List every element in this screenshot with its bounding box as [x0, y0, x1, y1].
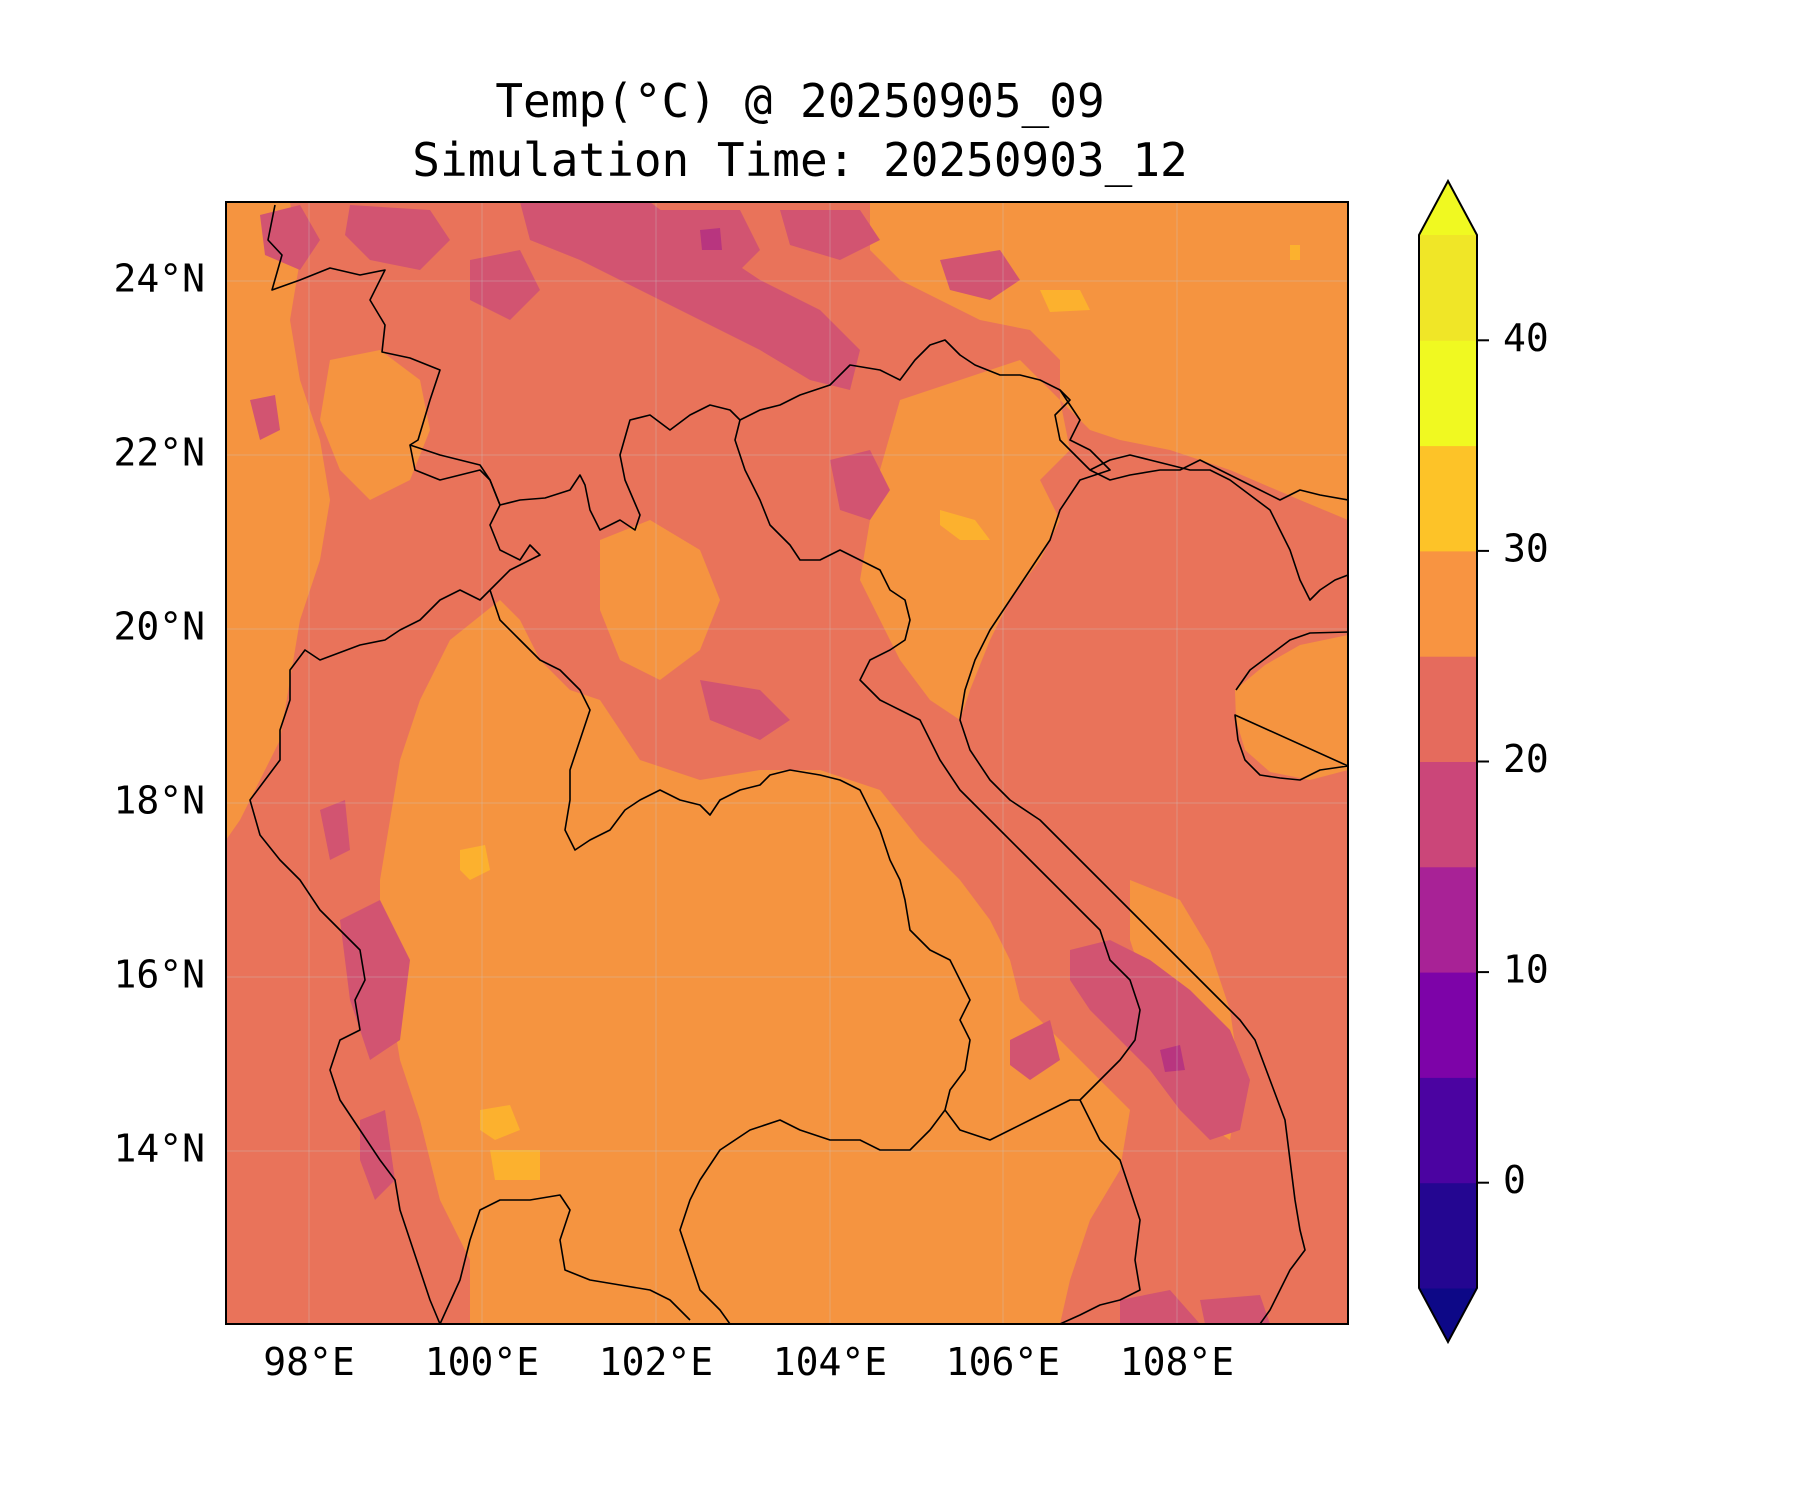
border-laos-vietnam — [734, 419, 1141, 1101]
field-band-20-25-cambodia-coast-1 — [1120, 1290, 1200, 1324]
lon-tick-label: 106°E — [946, 1340, 1060, 1384]
colorbar-extend-min — [1419, 1288, 1477, 1342]
colorbar-outline — [1418, 178, 1478, 1345]
field-band-20-25-central-highlands — [1010, 1020, 1060, 1080]
lon-tick-label: 100°E — [425, 1340, 539, 1384]
border-cambodia-east — [944, 1099, 1141, 1324]
coast-hainan — [1234, 631, 1348, 781]
colorbar-segment — [1419, 340, 1477, 447]
lon-axis: 98°E 100°E 102°E 104°E 106°E 108°E — [263, 1340, 1234, 1384]
lat-tick-label: 24°N — [113, 257, 205, 301]
borders — [249, 204, 1348, 1324]
colorbar-segment — [1419, 1182, 1477, 1289]
lon-tick-label: 98°E — [263, 1340, 355, 1384]
lat-tick-label: 18°N — [113, 779, 205, 823]
lon-tick-label: 102°E — [599, 1340, 713, 1384]
colorbar-segment — [1419, 550, 1477, 657]
colorbar-extend-max — [1419, 181, 1477, 235]
colorbar-tick-label: 0 — [1503, 1158, 1526, 1202]
lon-tick-label: 104°E — [773, 1340, 887, 1384]
colorbar-segment — [1419, 445, 1477, 552]
temperature-field — [226, 202, 1348, 1324]
field-band-20-25-myanmar-4 — [250, 395, 280, 440]
border-cambodia — [679, 1109, 946, 1324]
field-band-20-25-annamite — [1070, 940, 1250, 1140]
field-band-30-35-hainan — [1235, 635, 1348, 780]
chart-title: Temp(°C) @ 20250905_09 — [495, 74, 1105, 128]
field-band-20-25-cambodia-coast-2 — [1200, 1295, 1270, 1324]
graticule — [226, 202, 1348, 1324]
colorbar-segment — [1419, 1077, 1477, 1184]
field-band-35-40-north-vietnam — [940, 510, 990, 540]
lat-tick-label: 22°N — [113, 431, 205, 475]
field-band-20-25-yunnan-3 — [345, 205, 450, 270]
lat-tick-label: 16°N — [113, 953, 205, 997]
field-band-30-35-thailand — [380, 600, 1130, 1324]
field-band-20-25-yunnan-7 — [940, 250, 1020, 300]
field-band-35-40-central-thailand-1 — [460, 845, 490, 880]
coast-vietnam — [959, 389, 1306, 1324]
lon-tick-label: 108°E — [1120, 1340, 1234, 1384]
coast-gulf-of-thailand — [439, 1194, 691, 1324]
colorbar-tick-label: 40 — [1503, 316, 1549, 360]
colorbar-tick-label: 10 — [1503, 948, 1549, 992]
field-band-20-25-myanmar-2 — [320, 800, 350, 860]
colorbar-segment — [1419, 866, 1477, 973]
border-china-north — [267, 204, 1348, 531]
colorbar-segment — [1419, 656, 1477, 762]
field-band-20-25-laos-2 — [700, 680, 790, 740]
field-band-35-40-south-china — [1040, 290, 1090, 312]
field-band-30-35-myanmar-west — [226, 202, 330, 840]
chart-subtitle: Simulation Time: 20250903_12 — [412, 133, 1188, 187]
colorbar-segment — [1419, 235, 1477, 341]
field-band-15-20-spot-2 — [700, 228, 722, 250]
field-band-30-35-myanmar-north — [320, 350, 430, 500]
field-band-20-25-yunnan-4 — [470, 250, 540, 320]
colorbar-segment — [1419, 761, 1477, 868]
map-frame — [225, 201, 1349, 1325]
field-band-15-20-spot-1 — [1160, 1045, 1185, 1072]
field-band-35-40-central-thailand-2 — [480, 1105, 520, 1140]
lat-tick-label: 20°N — [113, 605, 205, 649]
field-band-20-25-laos-1 — [830, 450, 890, 520]
colorbar-tick-label: 30 — [1503, 526, 1549, 570]
border-myanmar-laos-thailand — [249, 444, 541, 1324]
coast-guangxi — [1089, 454, 1348, 601]
border-thailand-laos — [489, 589, 971, 1111]
lat-axis: 24°N 22°N 20°N 18°N 16°N 14°N — [113, 257, 205, 1171]
lat-tick-label: 14°N — [113, 1127, 205, 1171]
field-band-35-40-south-china-2 — [1290, 245, 1300, 260]
field-band-20-25-yunnan-1 — [520, 202, 860, 390]
field-band-35-40-central-thailand-3 — [490, 1150, 540, 1180]
colorbar-segment — [1419, 972, 1477, 1078]
field-band-20-25-yunnan-5 — [780, 210, 880, 260]
colorbar-tick-label: 20 — [1503, 737, 1549, 781]
field-band-20-25-myanmar-1 — [340, 900, 410, 1060]
field-band-20-25-yunnan-6 — [260, 205, 320, 270]
field-band-30-35-laos-valley — [600, 520, 720, 680]
colorbar: 0 10 20 30 40 — [1418, 178, 1549, 1345]
